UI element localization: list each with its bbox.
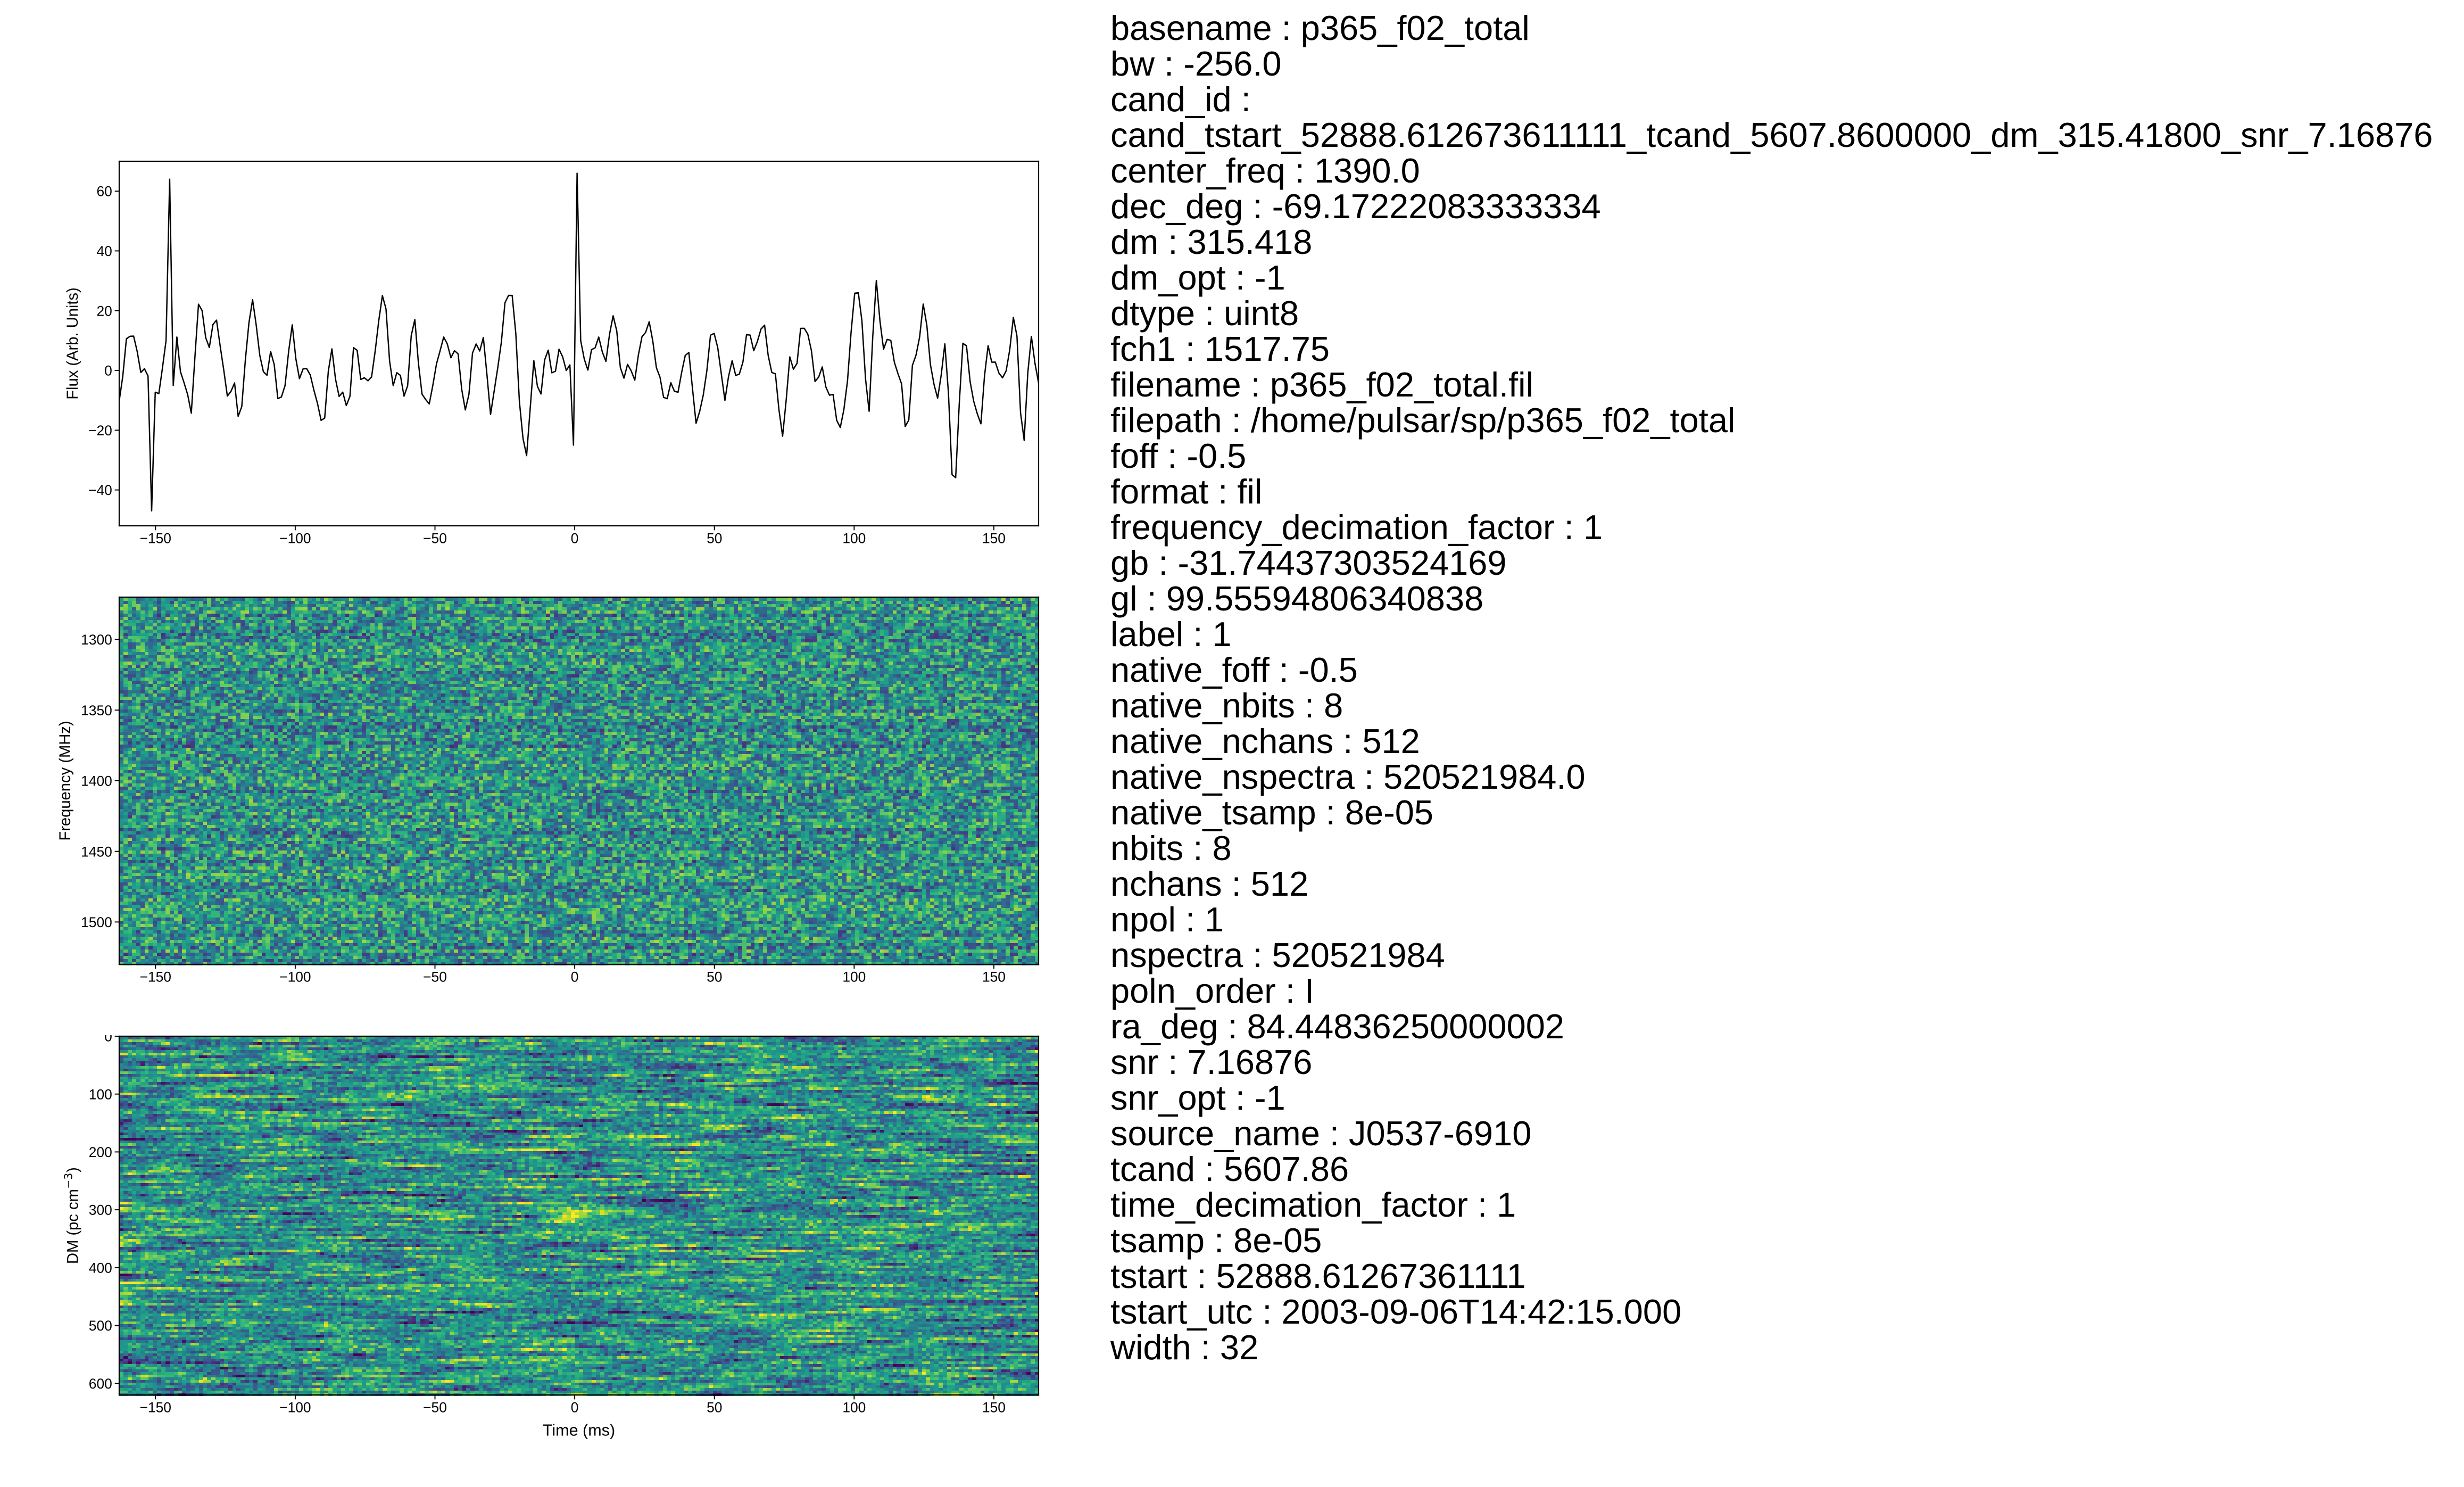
svg-text:500: 500 xyxy=(89,1318,112,1334)
svg-text:400: 400 xyxy=(89,1260,112,1276)
svg-text:40: 40 xyxy=(96,243,112,259)
svg-text:1450: 1450 xyxy=(81,844,112,860)
svg-text:300: 300 xyxy=(89,1202,112,1218)
svg-text:−50: −50 xyxy=(423,530,447,546)
svg-text:150: 150 xyxy=(982,530,1006,546)
svg-text:−150: −150 xyxy=(140,1399,171,1415)
svg-text:1500: 1500 xyxy=(81,914,112,930)
svg-text:150: 150 xyxy=(982,969,1006,985)
svg-text:100: 100 xyxy=(89,1086,112,1102)
svg-text:50: 50 xyxy=(707,969,722,985)
svg-text:0: 0 xyxy=(571,530,579,546)
svg-text:−50: −50 xyxy=(423,969,447,985)
svg-text:Time (ms): Time (ms) xyxy=(543,1422,615,1440)
svg-text:1350: 1350 xyxy=(81,703,112,718)
svg-text:0: 0 xyxy=(571,969,579,985)
svg-text:−100: −100 xyxy=(279,1399,311,1415)
svg-text:−20: −20 xyxy=(88,423,112,439)
svg-text:D M (: D M ( p c c m ) − 3 xyxy=(62,1164,82,1264)
svg-text:100: 100 xyxy=(842,969,866,985)
svg-text:50: 50 xyxy=(707,1399,722,1415)
svg-text:50: 50 xyxy=(707,530,722,546)
svg-text:600: 600 xyxy=(89,1376,112,1392)
svg-text:1400: 1400 xyxy=(81,773,112,789)
svg-text:200: 200 xyxy=(89,1144,112,1160)
svg-text:−100: −100 xyxy=(279,969,311,985)
svg-text:−40: −40 xyxy=(88,482,112,498)
svg-text:0: 0 xyxy=(104,363,112,379)
svg-text:60: 60 xyxy=(96,184,112,200)
svg-text:0: 0 xyxy=(104,1035,112,1045)
svg-text:−50: −50 xyxy=(423,1399,447,1415)
svg-text:−100: −100 xyxy=(279,530,311,546)
svg-text:100: 100 xyxy=(842,530,866,546)
svg-text:0: 0 xyxy=(571,1399,579,1415)
svg-text:1300: 1300 xyxy=(81,632,112,648)
svg-text:20: 20 xyxy=(96,303,112,319)
svg-text:−150: −150 xyxy=(140,530,171,546)
svg-text:−150: −150 xyxy=(140,969,171,985)
svg-text:150: 150 xyxy=(982,1399,1006,1415)
svg-text:Flux (Arb. Units): Flux (Arb. Units) xyxy=(64,287,81,400)
svg-text:100: 100 xyxy=(842,1399,866,1415)
svg-text:Frequency (MHz): Frequency (MHz) xyxy=(57,721,74,840)
